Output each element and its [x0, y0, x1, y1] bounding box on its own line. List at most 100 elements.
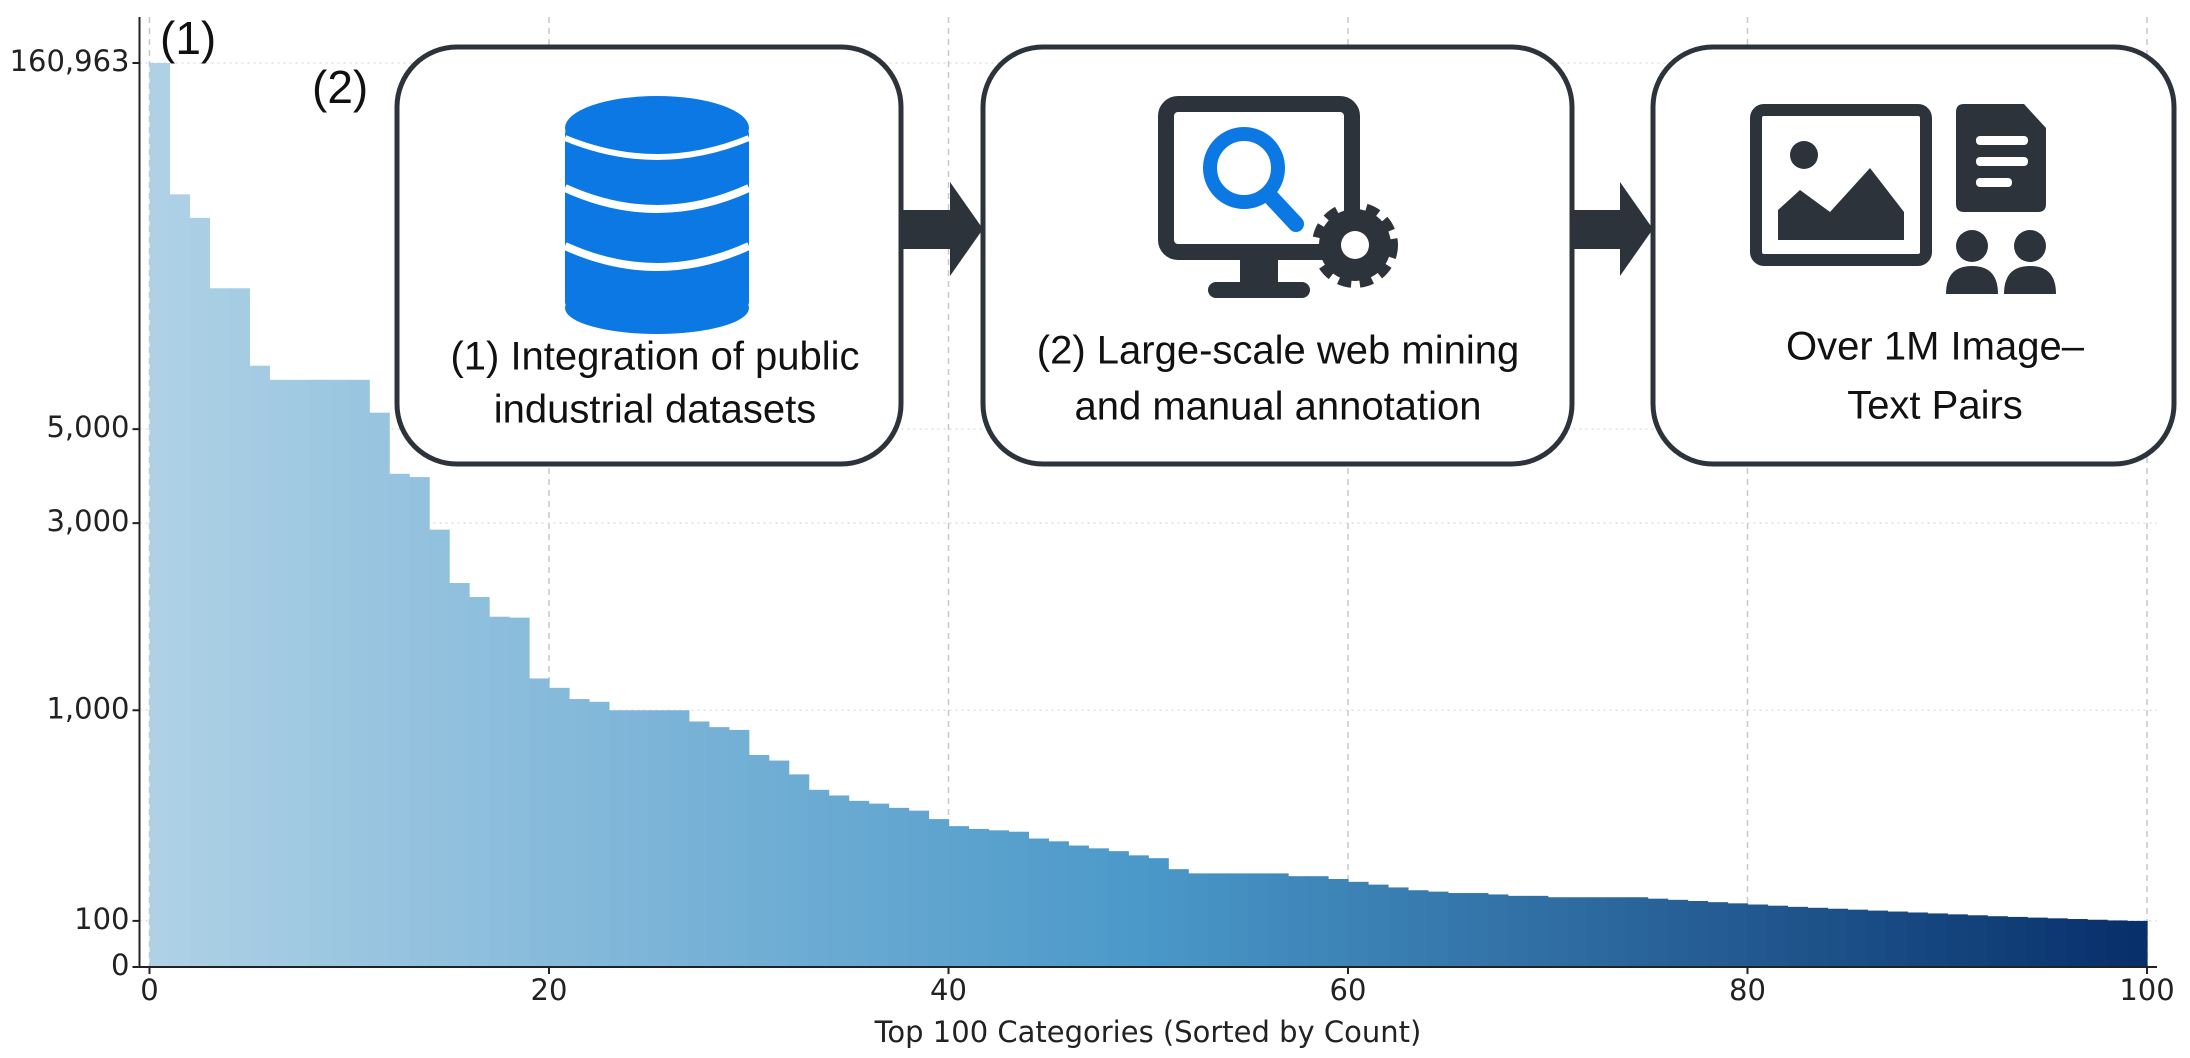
bar: [329, 379, 350, 967]
bar: [1827, 908, 1848, 967]
bar: [1407, 890, 1429, 967]
bar: [1208, 873, 1229, 967]
bar: [1847, 909, 1868, 967]
step-text: industrial datasets: [494, 388, 816, 432]
bar: [1567, 897, 1589, 967]
bar: [2027, 917, 2048, 967]
bar: [429, 529, 450, 967]
bar: [309, 379, 330, 967]
bar: [548, 687, 570, 967]
x-tick-label: 0: [140, 973, 158, 1007]
annotation: (2): [312, 61, 368, 113]
bar: [1547, 897, 1569, 967]
bar: [1907, 912, 1928, 967]
bar: [289, 379, 310, 967]
bar: [1128, 855, 1149, 967]
bar: [2107, 920, 2128, 967]
bar: [1268, 873, 1289, 967]
bar: [1467, 893, 1489, 967]
bar: [369, 412, 390, 968]
bar: [209, 288, 230, 967]
bar: [748, 754, 770, 967]
bar: [1168, 869, 1189, 967]
step-text: (1) Integration of public: [450, 335, 859, 379]
bar: [189, 217, 211, 968]
x-tick-label: 60: [1330, 973, 1367, 1007]
bar: [1887, 911, 1908, 967]
step-text: (2) Large-scale web mining: [1037, 329, 1519, 373]
bar: [1228, 873, 1249, 967]
bar: [1288, 876, 1309, 967]
database-icon: [563, 96, 751, 334]
step-text: Text Pairs: [1847, 384, 2023, 428]
bar: [1108, 851, 1129, 967]
bar: [1048, 841, 1069, 967]
bar: [529, 678, 550, 967]
x-tick-label: 80: [1729, 973, 1766, 1007]
bar: [848, 800, 870, 967]
bar: [249, 365, 270, 967]
bar: [229, 288, 250, 967]
bar: [1308, 876, 1329, 967]
bar: [648, 710, 670, 967]
bar: [868, 803, 890, 967]
bar: [888, 807, 910, 967]
arrow: [901, 182, 983, 276]
bar: [149, 63, 171, 967]
bar: [1527, 895, 1549, 967]
y-tick-label: 5,000: [46, 410, 129, 444]
step-text: Over 1M Image–: [1786, 325, 2085, 369]
bar: [1727, 903, 1749, 967]
pipeline-diagram: (1) Integration of public industrial dat…: [394, 44, 2177, 467]
bar: [688, 721, 710, 967]
bar: [389, 473, 410, 967]
bar: [409, 477, 430, 967]
bar: [1348, 881, 1369, 967]
bar: [828, 795, 850, 967]
bar: [1767, 905, 1789, 967]
y-tick-label: 160,963: [10, 44, 130, 78]
bar: [1387, 887, 1409, 967]
bar: [728, 729, 750, 967]
bar: [1248, 873, 1269, 967]
bar: [349, 379, 370, 967]
y-tick-label: 1,000: [46, 691, 129, 725]
bar: [1507, 895, 1529, 967]
bar: [2007, 916, 2028, 967]
bar: [1867, 910, 1888, 967]
y-tick-label: 3,000: [46, 504, 129, 538]
plot-area: [139, 17, 2157, 968]
bar: [968, 828, 990, 967]
bar: [1008, 831, 1029, 967]
bar: [1447, 893, 1469, 967]
bar: [1328, 879, 1349, 967]
bar: [1088, 848, 1109, 967]
bar: [588, 701, 610, 967]
annotation: (1): [160, 12, 216, 64]
y-tick-label: 0: [111, 948, 129, 982]
bar: [628, 710, 650, 967]
x-tick-label: 20: [531, 973, 568, 1007]
bar: [608, 710, 630, 967]
x-axis-label: Top 100 Categories (Sorted by Count): [874, 1015, 1422, 1049]
bar: [1627, 897, 1649, 967]
x-tick-label: 100: [2119, 973, 2174, 1007]
bar: [269, 379, 290, 967]
bar: [928, 819, 950, 967]
bar: [509, 617, 530, 967]
bar: [2047, 918, 2068, 967]
bar: [668, 710, 690, 967]
step-text: and manual annotation: [1075, 385, 1482, 429]
bar: [1947, 914, 1968, 967]
bar: [1647, 898, 1669, 967]
bar: [1487, 894, 1509, 967]
bar: [2087, 919, 2108, 967]
bar: [768, 760, 790, 967]
bar: [489, 616, 510, 967]
bar: [1427, 891, 1449, 967]
bar: [908, 810, 930, 967]
web-mining-icon: [1158, 96, 1398, 298]
bar: [988, 830, 1010, 967]
arrow: [1572, 182, 1653, 276]
